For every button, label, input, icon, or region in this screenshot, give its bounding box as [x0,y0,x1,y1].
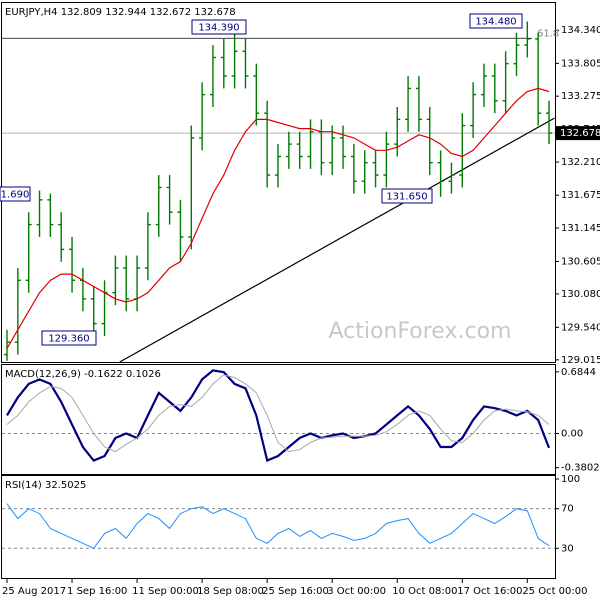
annotation: 134.480 [475,17,516,28]
panel-title: EURJPY,H4 132.809 132.944 132.672 132.67… [5,7,236,18]
macd-panel-frame [1,364,556,475]
x-tick-label: 11 Sep 00:00 [132,586,199,597]
macd-line [6,374,550,453]
trendline [119,117,555,363]
x-tick-label: 25 Sep 16:00 [262,586,329,597]
y-tick-label: 130.605 [561,256,600,267]
y-tick-label: 129.015 [561,355,600,366]
annotation-box [469,13,523,29]
y-tick-label: 0.00 [561,428,583,439]
annotation-box [0,186,31,202]
last-price-label: 132.678 [560,128,600,139]
annotation: 131.650 [386,192,427,203]
y-tick-label: 100 [561,474,580,485]
last-price-box [556,126,600,141]
y-tick-label: 0.6844 [561,367,596,378]
y-tick-label: 133.275 [561,91,600,102]
y-tick-label: 129.540 [561,322,600,333]
x-tick-label: 3 Oct 00:00 [327,586,386,597]
y-tick-label: 134.340 [561,25,600,36]
y-tick-label: -0.3802 [561,463,600,474]
x-tick-label: 1 Sep 16:00 [67,586,127,597]
rsi-line [6,503,550,549]
macd-line [6,369,551,463]
y-tick-label: 132.210 [561,157,600,168]
annotation: 129.360 [48,334,89,345]
annotation-box [41,330,97,346]
annotation: 134.390 [198,23,239,34]
rsi-panel-frame [1,475,556,579]
y-tick-label: 130.080 [561,289,600,300]
x-tick-label: 18 Sep 08:00 [197,586,264,597]
y-tick-label: 131.145 [561,223,600,234]
x-tick-label: 25 Aug 2017 [2,586,66,597]
annotation-box [381,188,433,204]
panel-title: RSI(14) 32.5025 [5,480,86,491]
fib-level-label: 61.8 [537,28,559,39]
y-tick-label: 131.675 [561,190,600,201]
main-panel-frame [1,2,556,363]
moving-average [6,87,550,349]
annotation: 1.690 [1,190,30,201]
x-tick-label: 25 Oct 00:00 [522,586,587,597]
panel-title: MACD(12,26,9) -0.1622 0.1026 [5,369,161,380]
x-tick-label: 10 Oct 08:00 [392,586,457,597]
y-tick-label: 30 [561,543,574,554]
x-tick-label: 17 Oct 16:00 [457,586,522,597]
watermark: ActionForex.com [329,319,512,344]
annotation-box [191,19,247,35]
y-tick-label: 70 [561,504,574,515]
y-tick-label: 133.805 [561,58,600,69]
